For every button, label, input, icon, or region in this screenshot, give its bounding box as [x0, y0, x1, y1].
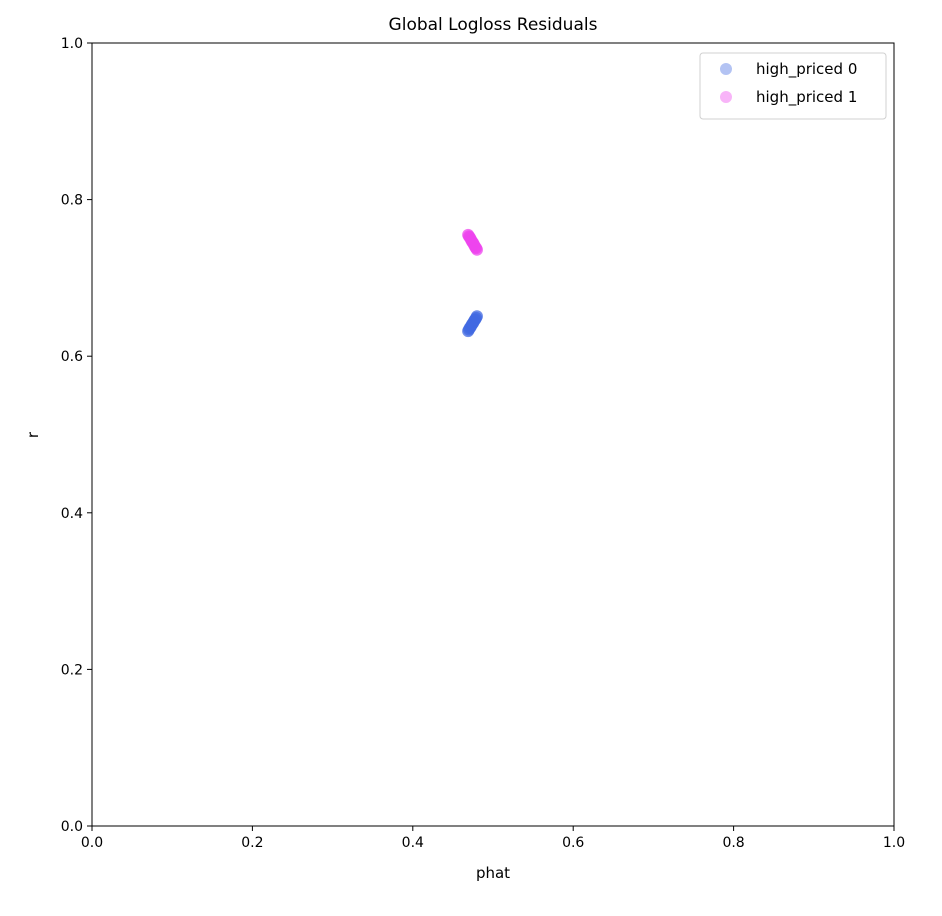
- legend-marker-1: [720, 91, 732, 103]
- y-tick-label: 0.8: [61, 193, 83, 209]
- y-tick-label: 0.4: [61, 506, 83, 522]
- y-axis: 0.0 0.2 0.4 0.6 0.8 1.0: [61, 36, 92, 835]
- legend-label-1: high_priced 1: [756, 88, 857, 107]
- x-tick-label: 0.6: [562, 835, 584, 851]
- y-tick-label: 0.0: [61, 819, 83, 835]
- data-points: [462, 228, 483, 338]
- legend: high_priced 0 high_priced 1: [699, 52, 887, 120]
- x-tick-label: 0.8: [722, 835, 744, 851]
- y-axis-label: r: [24, 431, 42, 438]
- x-tick-label: 0.2: [241, 835, 263, 851]
- data-point-series-0: [470, 310, 483, 323]
- y-tick-label: 0.2: [61, 662, 83, 678]
- x-axis: 0.0 0.2 0.4 0.6 0.8 1.0: [81, 826, 905, 851]
- x-tick-label: 0.0: [81, 835, 103, 851]
- x-tick-label: 0.4: [402, 835, 424, 851]
- x-tick-label: 1.0: [883, 835, 905, 851]
- plot-area: [91, 42, 895, 827]
- y-tick-label: 0.6: [61, 349, 83, 365]
- y-tick-label: 1.0: [61, 36, 83, 52]
- legend-label-0: high_priced 0: [756, 60, 857, 79]
- chart-title: Global Logloss Residuals: [389, 15, 598, 35]
- legend-box: [699, 52, 887, 120]
- x-axis-label: phat: [476, 864, 510, 882]
- legend-marker-0: [720, 63, 732, 75]
- data-point-series-1: [470, 243, 483, 256]
